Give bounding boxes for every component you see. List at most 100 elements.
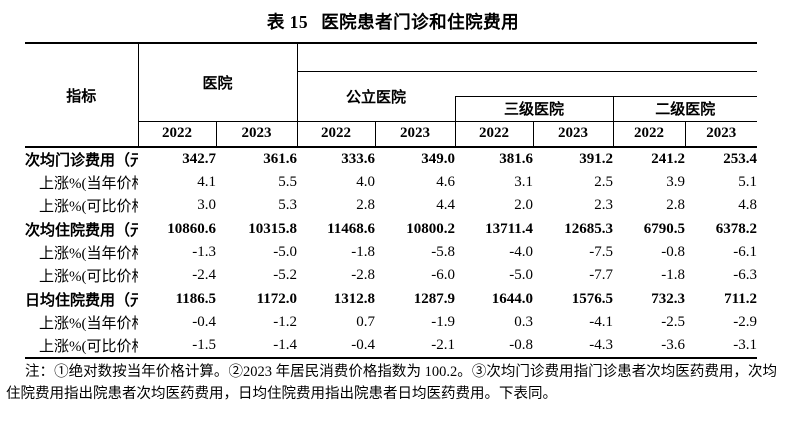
data-cell: 5.1 bbox=[738, 173, 758, 190]
table-row: 上涨%(可比价格) -2.4 -5.2 -2.8 -6.0 -5.0 -7.7 … bbox=[25, 264, 757, 287]
data-cell: 3.0 bbox=[197, 197, 216, 214]
data-cell: 3.9 bbox=[666, 173, 686, 190]
data-cell: -1.9 bbox=[431, 314, 456, 331]
data-cell: 4.8 bbox=[738, 197, 758, 214]
year-header: 2022 bbox=[612, 120, 686, 148]
header-spacer-top bbox=[297, 42, 758, 72]
data-cell: 5.5 bbox=[278, 173, 298, 190]
data-cell: -2.8 bbox=[351, 267, 376, 284]
table-row: 次均住院费用（元） 10860.6 10315.8 11468.6 10800.… bbox=[25, 217, 757, 240]
row-label: 次均住院费用（元） bbox=[25, 222, 138, 239]
header-tertiary-hospital: 三级医院 bbox=[454, 96, 614, 121]
data-cell: 2.5 bbox=[594, 173, 614, 190]
data-cell: -1.8 bbox=[351, 243, 376, 260]
table-row: 上涨%(当年价格) -1.3 -5.0 -1.8 -5.8 -4.0 -7.5 … bbox=[25, 241, 757, 264]
data-cell: 253.4 bbox=[723, 150, 758, 167]
data-cell: 1287.9 bbox=[413, 290, 456, 307]
year-header: 2023 bbox=[684, 120, 758, 148]
data-cell: 1172.0 bbox=[256, 290, 298, 307]
year-header: 2023 bbox=[374, 120, 456, 148]
data-cell: 2.0 bbox=[514, 197, 534, 214]
year-header: 2022 bbox=[296, 120, 376, 148]
data-cell: 2.8 bbox=[666, 197, 686, 214]
data-cell: 13711.4 bbox=[485, 220, 534, 237]
data-cell: -7.7 bbox=[589, 267, 614, 284]
data-cell: -5.2 bbox=[273, 267, 298, 284]
data-cell: 333.6 bbox=[341, 150, 376, 167]
data-cell: -7.5 bbox=[589, 243, 614, 260]
data-cell: 3.1 bbox=[514, 173, 534, 190]
data-cell: -4.3 bbox=[533, 334, 614, 359]
table-row: 上涨%(可比价格) -1.5 -1.4 -0.4 -2.1 -0.8 -4.3 … bbox=[25, 334, 758, 359]
statistics-table: 指标 医院 公立医院 三级医院 二级医院 2022 2023 2022 2023… bbox=[25, 42, 758, 359]
row-label: 上涨%(可比价格) bbox=[25, 334, 138, 359]
data-cell: 2.3 bbox=[594, 197, 614, 214]
row-label: 上涨%(可比价格) bbox=[39, 269, 138, 286]
data-cell: -5.0 bbox=[273, 243, 298, 260]
data-cell: -3.6 bbox=[613, 334, 686, 359]
data-cell: 1576.5 bbox=[571, 290, 614, 307]
data-cell: -4.1 bbox=[589, 314, 614, 331]
data-cell: -0.4 bbox=[192, 314, 216, 331]
data-cell: 6790.5 bbox=[643, 220, 686, 237]
data-cell: 12685.3 bbox=[564, 220, 614, 237]
data-cell: -1.3 bbox=[192, 243, 216, 260]
table-row: 日均住院费用（元） 1186.5 1172.0 1312.8 1287.9 16… bbox=[25, 288, 757, 311]
data-cell: -6.3 bbox=[733, 267, 758, 284]
data-cell: -3.1 bbox=[685, 334, 758, 359]
data-cell: 361.6 bbox=[263, 150, 298, 167]
data-cell: 1644.0 bbox=[491, 290, 534, 307]
data-cell: 10315.8 bbox=[248, 220, 298, 237]
data-cell: 0.3 bbox=[514, 314, 534, 331]
data-cell: 1186.5 bbox=[175, 290, 216, 307]
data-cell: 4.1 bbox=[197, 173, 216, 190]
table-title: 表 15 医院患者门诊和住院费用 bbox=[0, 9, 786, 34]
data-cell: 4.0 bbox=[356, 173, 376, 190]
table-row: 上涨%(当年价格) 4.1 5.5 4.0 4.6 3.1 2.5 3.9 5.… bbox=[25, 170, 757, 193]
year-header: 2022 bbox=[138, 120, 216, 148]
header-spacer-mid bbox=[455, 71, 758, 97]
row-label: 次均门诊费用（元） bbox=[25, 152, 138, 169]
header-indicator: 指标 bbox=[25, 42, 139, 148]
data-cell: 6378.2 bbox=[715, 220, 758, 237]
table-title-text: 医院患者门诊和住院费用 bbox=[321, 12, 520, 32]
data-cell: 241.2 bbox=[651, 150, 686, 167]
row-label: 上涨%(可比价格) bbox=[39, 199, 138, 216]
data-cell: -2.9 bbox=[733, 314, 758, 331]
data-cell: 1312.8 bbox=[333, 290, 376, 307]
data-cell: 732.3 bbox=[651, 290, 686, 307]
year-header: 2023 bbox=[215, 120, 298, 148]
table-number: 表 15 bbox=[266, 12, 309, 32]
data-cell: 342.7 bbox=[182, 150, 216, 167]
year-header: 2022 bbox=[454, 120, 534, 148]
data-cell: 10860.6 bbox=[167, 220, 216, 237]
data-cell: 4.6 bbox=[436, 173, 456, 190]
table-row: 上涨%(当年价格) -0.4 -1.2 0.7 -1.9 0.3 -4.1 -2… bbox=[25, 311, 757, 334]
header-public-hospital: 公立医院 bbox=[346, 89, 407, 106]
data-cell: -5.0 bbox=[509, 267, 534, 284]
table-row: 上涨%(可比价格) 3.0 5.3 2.8 4.4 2.0 2.3 2.8 4.… bbox=[25, 194, 757, 217]
data-cell: 4.4 bbox=[436, 197, 456, 214]
table-row: 次均门诊费用（元） 342.7 361.6 333.6 349.0 381.6 … bbox=[25, 147, 757, 170]
data-cell: -2.4 bbox=[192, 267, 216, 284]
data-cell: 2.8 bbox=[356, 197, 376, 214]
data-cell: -1.2 bbox=[273, 314, 298, 331]
header-hospital: 医院 bbox=[138, 42, 298, 121]
footnote: 注：①绝对数按当年价格计算。②2023 年居民消费价格指数为 100.2。③次均… bbox=[6, 364, 777, 402]
data-cell: -0.8 bbox=[661, 243, 686, 260]
row-label: 上涨%(当年价格) bbox=[39, 175, 138, 192]
data-cell: 11468.6 bbox=[327, 220, 376, 237]
header-secondary-hospital: 二级医院 bbox=[612, 96, 758, 121]
data-cell: -0.8 bbox=[455, 334, 534, 359]
data-cell: 391.2 bbox=[579, 150, 614, 167]
data-cell: 381.6 bbox=[499, 150, 534, 167]
data-cell: -4.0 bbox=[509, 243, 534, 260]
data-cell: -5.8 bbox=[431, 243, 456, 260]
data-cell: -1.8 bbox=[661, 267, 686, 284]
row-label: 上涨%(当年价格) bbox=[39, 316, 138, 333]
data-cell: -2.1 bbox=[375, 334, 456, 359]
data-cell: 10800.2 bbox=[406, 220, 456, 237]
data-cell: -1.5 bbox=[138, 334, 216, 359]
data-cell: -0.4 bbox=[297, 334, 376, 359]
